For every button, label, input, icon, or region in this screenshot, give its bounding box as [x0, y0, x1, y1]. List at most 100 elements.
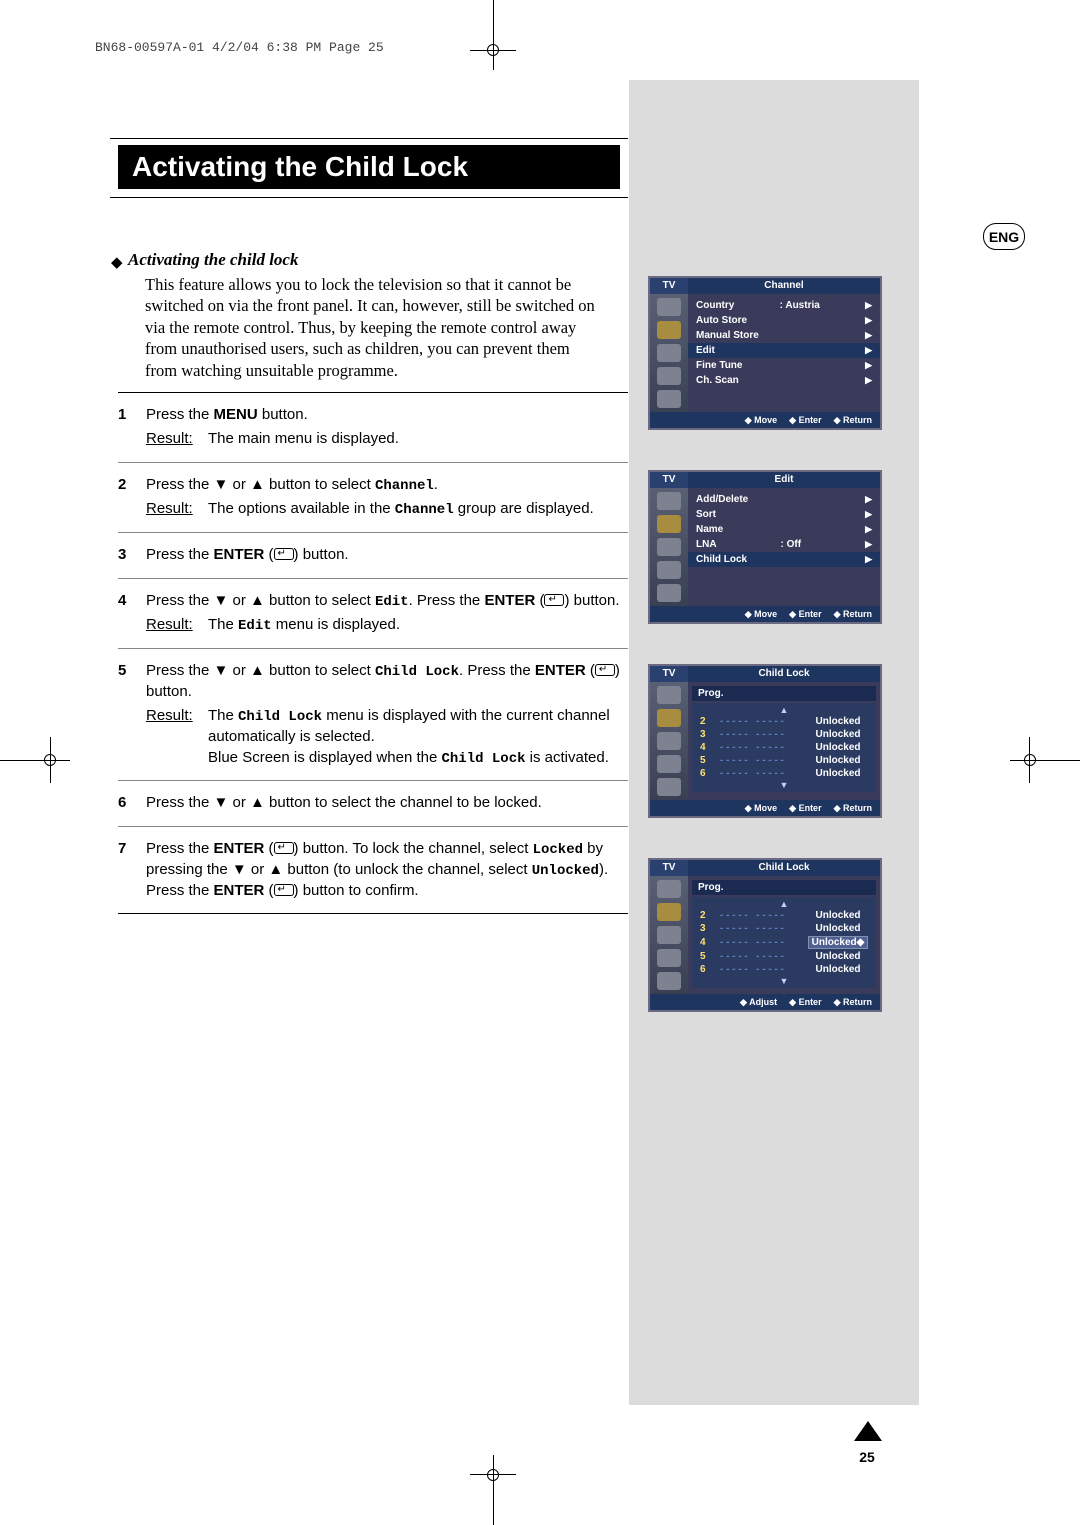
- osd-channel-dash: - - - - - - - - - -: [720, 716, 800, 727]
- osd-channel-num: 2: [700, 716, 712, 727]
- step-body: Press the ▼ or ▲ button to select Edit. …: [146, 591, 628, 637]
- osd-icon-strip: [650, 294, 688, 412]
- language-badge: ENG: [983, 223, 1025, 250]
- osd-channel-num: 3: [700, 923, 712, 934]
- step-body: Press the ▼ or ▲ button to select Channe…: [146, 475, 628, 521]
- chevron-right-icon: ▶: [865, 300, 872, 311]
- osd-channel-num: 4: [700, 937, 712, 948]
- osd-icon: [657, 686, 681, 704]
- osd-icon: [657, 344, 681, 362]
- osd-row-label: Manual Store: [696, 330, 759, 341]
- osd-foot-cmd: ◆ Return: [834, 803, 872, 814]
- page-number: 25: [852, 1449, 882, 1465]
- intro-paragraph: This feature allows you to lock the tele…: [145, 274, 600, 381]
- chevron-right-icon: ▶: [865, 494, 872, 505]
- osd-channel-row: 5- - - - - - - - - -Unlocked: [692, 754, 876, 767]
- osd-title: Edit: [688, 472, 880, 488]
- osd-icon: [657, 390, 681, 408]
- osd-icon: [657, 321, 681, 339]
- osd-channel-status: Unlocked: [808, 729, 868, 740]
- osd-channel-status: Unlocked◆: [808, 936, 868, 949]
- osd-prog-label: Prog.: [692, 686, 876, 701]
- osd-row-label: Sort: [696, 509, 716, 520]
- osd-channel-dash: - - - - - - - - - -: [720, 742, 800, 753]
- osd-channel-dash: - - - - - - - - - -: [720, 937, 800, 948]
- chevron-right-icon: ▶: [865, 360, 872, 371]
- osd-icon: [657, 949, 681, 967]
- osd-edit-menu: TVEditAdd/Delete▶Sort▶Name▶LNA: Off▶Chil…: [648, 470, 882, 624]
- osd-row: Edit▶: [688, 343, 880, 358]
- osd-channel-status: Unlocked: [808, 910, 868, 921]
- section-heading: Activating the child lock: [128, 250, 298, 270]
- osd-row: Ch. Scan▶: [688, 373, 880, 388]
- osd-icon: [657, 778, 681, 796]
- osd-row-label: Child Lock: [696, 554, 747, 565]
- steps-list: 1Press the MENU button.Result:The main m…: [118, 392, 628, 922]
- osd-foot-cmd: ◆ Return: [834, 415, 872, 426]
- step-body: Press the ENTER () button. To lock the c…: [146, 839, 628, 901]
- result-text: The Edit menu is displayed.: [208, 615, 628, 636]
- arrow-up-icon: ▲: [692, 899, 876, 909]
- diamond-bullet: ◆: [111, 253, 123, 271]
- osd-icon: [657, 880, 681, 898]
- chevron-right-icon: ▶: [865, 539, 872, 550]
- osd-icon: [657, 732, 681, 750]
- osd-row: Child Lock▶: [688, 552, 880, 567]
- osd-icon-strip: [650, 682, 688, 800]
- osd-row: Name▶: [688, 522, 880, 537]
- osd-title: Child Lock: [688, 860, 880, 876]
- chevron-right-icon: ▶: [865, 375, 872, 386]
- osd-foot-cmd: ◆ Move: [745, 415, 777, 426]
- step-number: 3: [118, 545, 146, 565]
- doc-header: BN68-00597A-01 4/2/04 6:38 PM Page 25: [95, 40, 384, 55]
- osd-row-label: Name: [696, 524, 723, 535]
- step-number: 7: [118, 839, 146, 901]
- osd-channel-dash: - - - - - - - - - -: [720, 755, 800, 766]
- step-number: 4: [118, 591, 146, 637]
- osd-channel-dash: - - - - - - - - - -: [720, 768, 800, 779]
- osd-icon: [657, 709, 681, 727]
- result-text: The main menu is displayed.: [208, 429, 628, 449]
- osd-icon: [657, 903, 681, 921]
- osd-channel-status: Unlocked: [808, 716, 868, 727]
- osd-channel-status: Unlocked: [808, 742, 868, 753]
- osd-channel-num: 6: [700, 964, 712, 975]
- osd-row-label: Edit: [696, 345, 715, 356]
- osd-channel-row: 3- - - - - - - - - -Unlocked: [692, 728, 876, 741]
- osd-icon: [657, 492, 681, 510]
- osd-foot-cmd: ◆ Enter: [789, 803, 821, 814]
- osd-channel-row: 2 - - - - - - - - - - Unlocked: [692, 715, 876, 728]
- osd-icon: [657, 926, 681, 944]
- osd-foot-cmd: ◆ Move: [745, 609, 777, 620]
- arrow-down-icon: ▼: [692, 976, 876, 986]
- result-label: Result:: [146, 499, 208, 520]
- osd-channel-num: 2: [700, 910, 712, 921]
- chevron-right-icon: ▶: [865, 330, 872, 341]
- result-text: The options available in the Channel gro…: [208, 499, 628, 520]
- osd-row: Fine Tune▶: [688, 358, 880, 373]
- osd-icon: [657, 515, 681, 533]
- osd-channel-status: Unlocked: [808, 755, 868, 766]
- osd-icon: [657, 972, 681, 990]
- osd-channel-row: 5- - - - - - - - - -Unlocked: [692, 950, 876, 963]
- osd-row: Manual Store ▶: [688, 328, 880, 343]
- step-body: Press the ▼ or ▲ button to select the ch…: [146, 793, 628, 813]
- osd-channel-num: 4: [700, 742, 712, 753]
- osd-icon: [657, 561, 681, 579]
- osd-icon: [657, 298, 681, 316]
- osd-icon: [657, 755, 681, 773]
- osd-foot-cmd: ◆ Enter: [789, 997, 821, 1008]
- osd-channel-row: 2- - - - - - - - - -Unlocked: [692, 909, 876, 922]
- step-number: 5: [118, 661, 146, 768]
- osd-foot-cmd: ◆ Move: [745, 803, 777, 814]
- osd-foot-cmd: ◆ Enter: [789, 609, 821, 620]
- osd-channel-dash: - - - - - - - - - -: [720, 951, 800, 962]
- osd-icon: [657, 538, 681, 556]
- osd-channel-status: Unlocked: [808, 923, 868, 934]
- osd-channel-num: 5: [700, 951, 712, 962]
- chevron-right-icon: ▶: [865, 509, 872, 520]
- result-text: The Child Lock menu is displayed with th…: [208, 706, 628, 768]
- osd-icon-strip: [650, 488, 688, 606]
- osd-channel-dash: - - - - - - - - - -: [720, 964, 800, 975]
- osd-icon: [657, 584, 681, 602]
